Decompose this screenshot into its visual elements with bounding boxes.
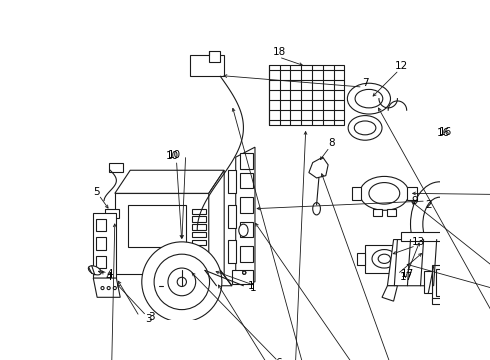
Polygon shape (115, 193, 209, 274)
Bar (357, 253, 365, 265)
Polygon shape (159, 270, 232, 286)
Ellipse shape (369, 183, 400, 204)
Bar (192, 216, 206, 222)
Ellipse shape (347, 83, 391, 114)
Bar (105, 209, 119, 218)
Text: 10: 10 (168, 150, 181, 160)
Ellipse shape (160, 256, 172, 269)
Bar (432, 298, 441, 304)
Polygon shape (115, 170, 224, 193)
Ellipse shape (360, 176, 409, 210)
Text: 5: 5 (93, 187, 99, 197)
Text: 18: 18 (273, 48, 286, 58)
Ellipse shape (107, 287, 110, 289)
Ellipse shape (88, 266, 101, 275)
Text: 9: 9 (411, 196, 417, 206)
Ellipse shape (142, 242, 222, 322)
Polygon shape (209, 170, 224, 274)
Bar (192, 232, 206, 237)
Bar (192, 239, 206, 245)
Ellipse shape (378, 254, 391, 264)
Bar (96, 237, 106, 249)
Text: 4: 4 (107, 269, 114, 279)
Bar (432, 265, 474, 300)
Bar (228, 239, 236, 263)
Text: 17: 17 (401, 269, 414, 279)
Text: 10: 10 (166, 152, 179, 161)
Ellipse shape (411, 182, 469, 266)
Text: 8: 8 (329, 138, 335, 148)
Bar (352, 187, 361, 199)
Ellipse shape (243, 271, 246, 274)
Polygon shape (478, 286, 490, 301)
Bar (182, 257, 191, 266)
Text: 16: 16 (437, 128, 450, 138)
Polygon shape (388, 239, 486, 286)
Ellipse shape (313, 203, 320, 215)
Bar (373, 209, 382, 216)
Bar (228, 170, 236, 193)
Text: 2: 2 (425, 200, 432, 210)
Ellipse shape (355, 89, 383, 108)
Text: 16: 16 (439, 127, 452, 137)
Text: 6: 6 (275, 358, 281, 360)
Polygon shape (236, 147, 255, 282)
Bar (190, 55, 224, 76)
Bar (424, 271, 432, 293)
Bar (109, 163, 122, 172)
Bar (93, 213, 117, 278)
Text: 3: 3 (147, 311, 154, 321)
Bar (209, 51, 221, 62)
Text: 3: 3 (146, 314, 152, 324)
Bar (192, 209, 206, 214)
Ellipse shape (177, 277, 187, 287)
Bar (365, 245, 404, 273)
Text: 13: 13 (412, 237, 425, 247)
Ellipse shape (101, 287, 104, 289)
Ellipse shape (348, 116, 382, 140)
Polygon shape (309, 157, 328, 178)
Bar (192, 224, 206, 230)
Text: 1: 1 (250, 283, 257, 293)
Bar (269, 65, 344, 125)
Bar (387, 209, 396, 216)
Text: 4: 4 (105, 271, 112, 282)
Ellipse shape (354, 121, 376, 135)
Ellipse shape (372, 249, 397, 268)
Bar (240, 247, 253, 262)
Bar (457, 298, 466, 304)
Bar (228, 205, 236, 228)
Bar (240, 222, 253, 237)
Ellipse shape (243, 271, 246, 274)
Bar (96, 256, 106, 268)
Polygon shape (175, 322, 188, 332)
Ellipse shape (239, 224, 248, 237)
Ellipse shape (423, 197, 457, 251)
Text: 1: 1 (248, 281, 254, 291)
Text: 17: 17 (400, 271, 413, 282)
Bar (444, 298, 454, 304)
Text: 7: 7 (362, 78, 368, 88)
Text: 12: 12 (394, 61, 408, 71)
Bar (232, 270, 253, 284)
Bar (408, 187, 416, 199)
Bar (436, 269, 470, 296)
Bar (128, 205, 186, 247)
Bar (240, 153, 253, 170)
Bar (240, 197, 253, 213)
Ellipse shape (113, 287, 117, 289)
Ellipse shape (168, 268, 196, 296)
Polygon shape (382, 286, 397, 301)
Ellipse shape (243, 271, 246, 274)
Ellipse shape (154, 254, 210, 310)
Bar (401, 232, 474, 241)
Bar (240, 172, 253, 188)
Bar (96, 219, 106, 231)
Polygon shape (93, 278, 120, 297)
